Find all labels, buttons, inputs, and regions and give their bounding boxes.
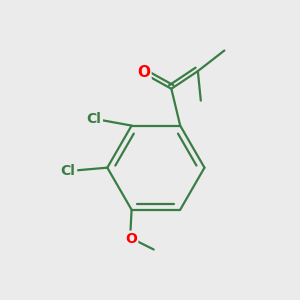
Text: Cl: Cl [86,112,101,126]
Text: Cl: Cl [61,164,76,178]
Text: O: O [125,232,137,246]
Text: O: O [137,65,150,80]
